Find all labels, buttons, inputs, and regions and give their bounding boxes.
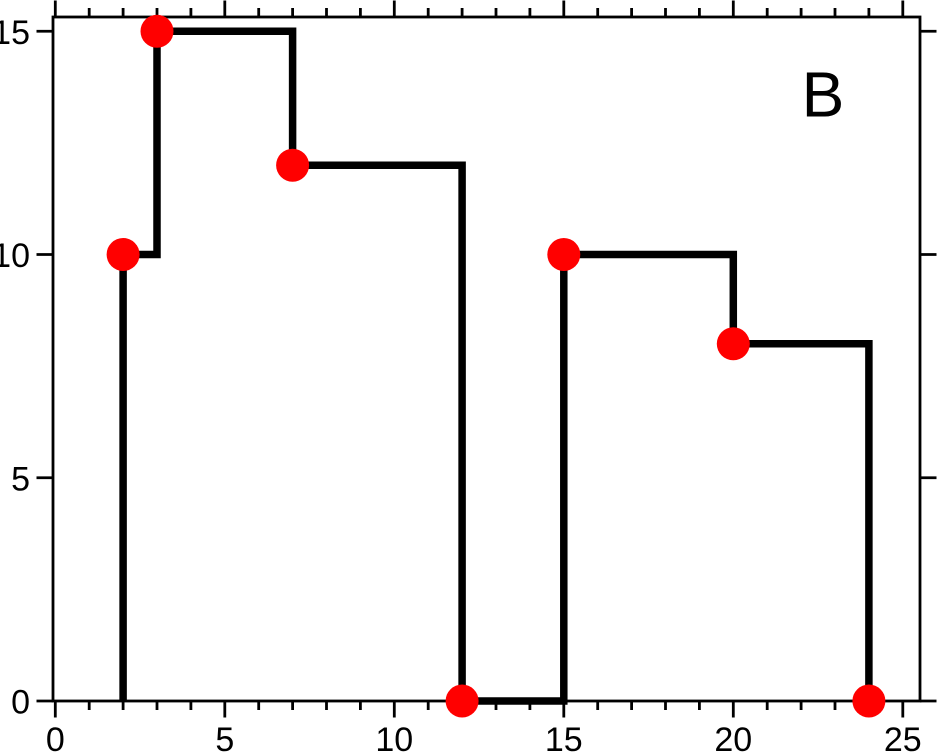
- data-point-marker: [140, 14, 174, 48]
- data-point-marker: [547, 238, 581, 271]
- data-point-marker: [852, 684, 886, 718]
- x-tick-label: 10: [375, 721, 413, 753]
- y-tick-label: 10: [0, 237, 30, 275]
- x-tick-label: 25: [884, 721, 922, 753]
- data-point-marker: [276, 148, 310, 182]
- data-point-marker: [106, 238, 140, 271]
- plot-frame: [51, 15, 922, 703]
- y-tick-label: 5: [11, 460, 30, 498]
- x-tick-label: 5: [215, 721, 234, 753]
- y-tick-label: 0: [11, 684, 30, 722]
- step-line: [119, 27, 873, 705]
- x-tick-label: 20: [714, 721, 752, 753]
- x-tick-label: 15: [545, 721, 583, 753]
- x-tick-label: 0: [46, 721, 65, 753]
- data-point-marker: [445, 684, 479, 718]
- panel-label: B: [801, 58, 845, 131]
- y-tick-label: 15: [0, 14, 30, 52]
- data-point-marker: [716, 327, 750, 361]
